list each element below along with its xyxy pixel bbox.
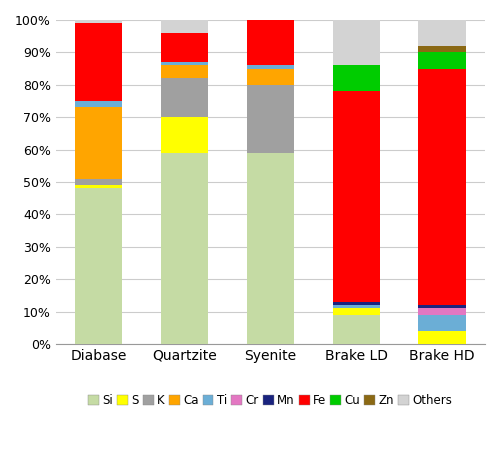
Bar bbox=[332, 308, 380, 315]
Bar bbox=[161, 20, 208, 33]
Bar bbox=[418, 305, 466, 308]
Bar bbox=[75, 101, 122, 107]
Bar bbox=[418, 46, 466, 53]
Bar bbox=[161, 33, 208, 62]
Bar bbox=[332, 305, 380, 308]
Bar bbox=[332, 20, 380, 65]
Bar bbox=[247, 69, 294, 85]
Legend: Si, S, K, Ca, Ti, Cr, Mn, Fe, Cu, Zn, Others: Si, S, K, Ca, Ti, Cr, Mn, Fe, Cu, Zn, Ot… bbox=[86, 392, 455, 410]
Bar bbox=[332, 315, 380, 344]
Bar bbox=[75, 189, 122, 344]
Bar bbox=[247, 20, 294, 65]
Bar bbox=[247, 85, 294, 153]
Bar bbox=[75, 185, 122, 189]
Bar bbox=[247, 153, 294, 344]
Bar bbox=[418, 331, 466, 344]
Bar bbox=[161, 117, 208, 153]
Bar bbox=[161, 62, 208, 65]
Bar bbox=[418, 315, 466, 331]
Bar bbox=[75, 107, 122, 179]
Bar bbox=[75, 23, 122, 101]
Bar bbox=[332, 302, 380, 305]
Bar bbox=[161, 65, 208, 78]
Bar bbox=[75, 20, 122, 23]
Bar bbox=[247, 65, 294, 69]
Bar bbox=[75, 179, 122, 185]
Bar bbox=[418, 308, 466, 315]
Bar bbox=[332, 65, 380, 91]
Bar bbox=[418, 69, 466, 305]
Bar bbox=[161, 153, 208, 344]
Bar bbox=[418, 20, 466, 46]
Bar bbox=[332, 91, 380, 302]
Bar bbox=[161, 78, 208, 117]
Bar bbox=[418, 53, 466, 69]
